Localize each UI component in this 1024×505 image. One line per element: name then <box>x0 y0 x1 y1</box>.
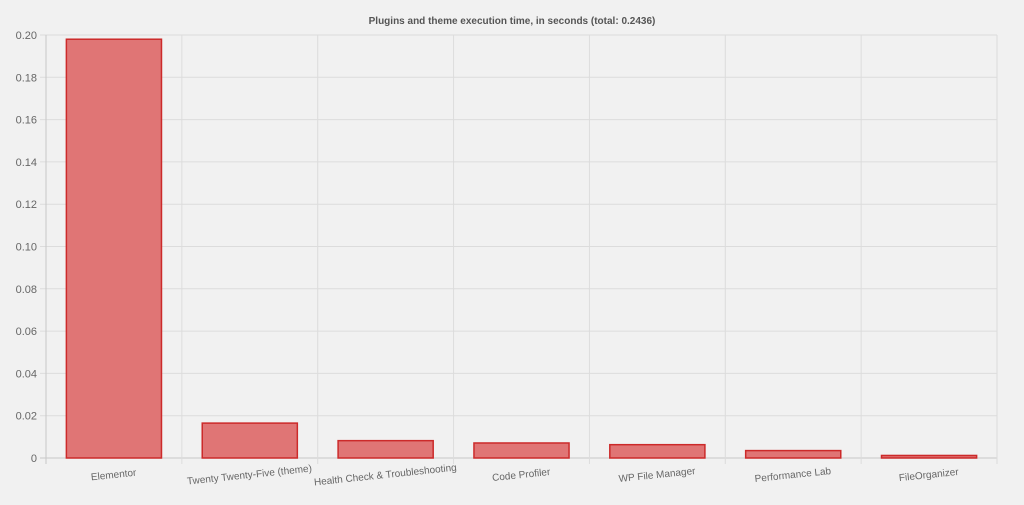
x-category-label: WP File Manager <box>618 466 696 485</box>
chart-title: Plugins and theme execution time, in sec… <box>369 16 656 27</box>
y-tick-label: 0.18 <box>16 72 37 84</box>
y-tick-label: 0.20 <box>16 30 37 42</box>
y-tick-label: 0.12 <box>16 199 37 211</box>
x-category-label: Elementor <box>90 468 137 484</box>
y-tick-label: 0.06 <box>16 326 37 338</box>
bar[interactable] <box>744 449 842 459</box>
y-axis-ticks: 0 0.02 0.04 0.06 0.08 0.10 0.12 0.14 0.16 0.18 0.2… <box>16 30 37 465</box>
y-tick-label: 0.16 <box>16 115 37 127</box>
y-tick-label: 0.10 <box>16 242 37 254</box>
y-tick-label: 0.02 <box>16 411 37 423</box>
x-category-label: Twenty Twenty-Five (theme) <box>187 463 313 487</box>
x-category-label: FileOrganizer <box>898 467 960 484</box>
x-category-label: Performance Lab <box>754 466 832 485</box>
grid-lines <box>40 34 998 464</box>
bar[interactable] <box>201 422 299 459</box>
bar[interactable] <box>880 454 978 459</box>
x-axis-labels: Elementor Twenty Twenty-Five (theme) Healt… <box>90 463 959 489</box>
bar[interactable] <box>609 443 706 459</box>
y-tick-label: 0.08 <box>16 284 37 296</box>
x-category-label: Code Profiler <box>492 467 552 484</box>
x-category-label: Health Check & Troubleshooting <box>313 463 457 489</box>
bars <box>65 38 978 459</box>
bar[interactable] <box>337 439 434 459</box>
bar[interactable] <box>473 442 570 459</box>
y-tick-label: 0.14 <box>16 157 37 169</box>
y-tick-label: 0.04 <box>16 368 37 380</box>
y-tick-label: 0 <box>31 453 37 465</box>
bar[interactable] <box>65 38 163 459</box>
